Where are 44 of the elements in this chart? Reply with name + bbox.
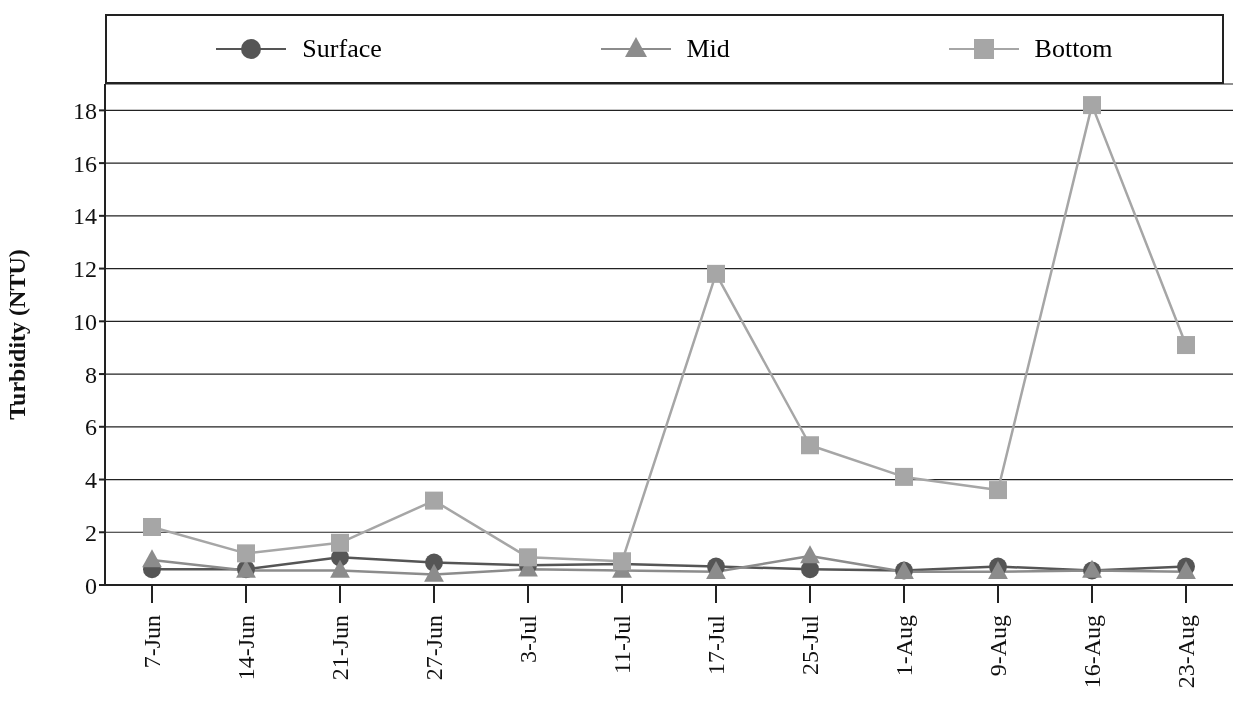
y-tick-label: 18 — [73, 97, 97, 124]
legend-label: Surface — [302, 34, 382, 64]
point — [425, 491, 443, 510]
legend-label: Mid — [686, 34, 730, 64]
y-tick-label: 2 — [85, 519, 97, 546]
x-tick-label: 21-Jun — [327, 615, 353, 681]
point — [424, 563, 444, 582]
point — [331, 533, 349, 552]
x-tick-label: 9-Aug — [985, 615, 1011, 677]
y-tick-label: 10 — [73, 308, 97, 335]
x-tick-label: 11-Jul — [609, 614, 635, 675]
x-tick-label: 16-Aug — [1079, 615, 1105, 689]
point — [1083, 96, 1101, 115]
point — [237, 544, 255, 563]
point — [989, 481, 1007, 500]
x-tick-label: 1-Aug — [891, 615, 917, 677]
point — [142, 549, 162, 568]
point — [330, 559, 350, 578]
y-tick-label: 6 — [85, 414, 97, 441]
point — [895, 467, 913, 486]
point — [1176, 561, 1196, 580]
y-tick-label: 0 — [85, 572, 97, 599]
x-tick-label: 7-Jun — [139, 615, 165, 669]
point — [988, 561, 1008, 580]
point — [143, 517, 161, 536]
x-tick-label: 23-Aug — [1173, 615, 1199, 689]
x-tick-label: 27-Jun — [421, 615, 447, 681]
y-axis-title: Turbidity (NTU) — [3, 249, 30, 420]
x-tick-label: 14-Jun — [233, 615, 259, 681]
legend-label: Bottom — [1034, 34, 1113, 64]
y-tick-label: 16 — [73, 150, 97, 177]
y-tick-label: 12 — [73, 256, 97, 283]
point — [800, 545, 820, 564]
x-tick-label: 25-Jul — [797, 614, 823, 675]
y-tick-label: 4 — [85, 467, 97, 494]
point — [519, 548, 537, 567]
point — [707, 264, 725, 283]
point — [801, 436, 819, 455]
x-tick-label: 3-Jul — [515, 614, 541, 663]
x-tick-label: 17-Jul — [703, 614, 729, 675]
y-tick-label: 14 — [73, 203, 97, 230]
y-tick-label: 8 — [85, 361, 97, 388]
point — [706, 561, 726, 580]
point — [1177, 336, 1195, 355]
